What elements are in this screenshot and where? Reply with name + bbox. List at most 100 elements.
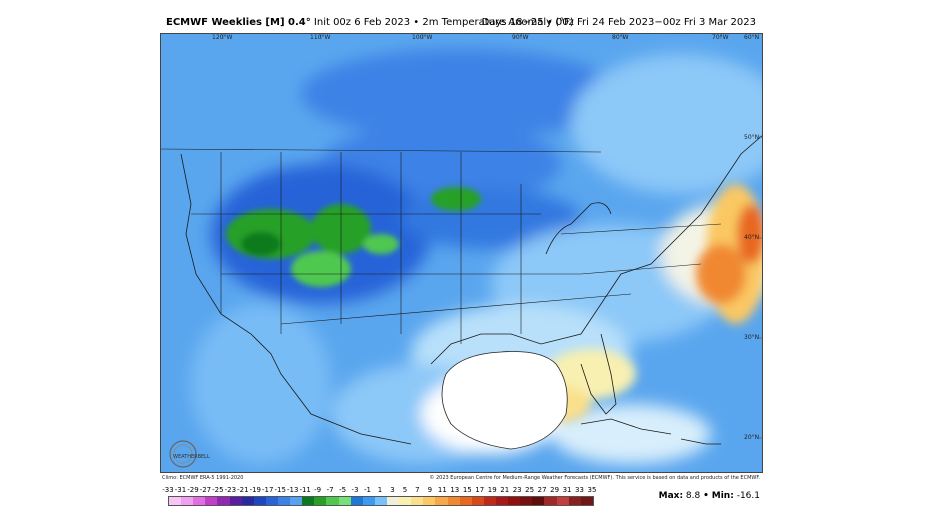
color-scale-label: 29 — [550, 486, 560, 494]
max-value: 8.8 — [685, 491, 701, 501]
color-scale-label: 5 — [402, 486, 408, 494]
color-scale-swatch — [399, 497, 412, 505]
color-scale-swatch — [556, 497, 569, 505]
color-scale-swatch — [241, 497, 254, 505]
color-scale-label: -21 — [237, 486, 249, 494]
color-scale-swatch — [253, 497, 266, 505]
model-name: ECMWF Weeklies [M] 0.4 — [166, 17, 306, 28]
lon-label-100w: 100°W — [412, 34, 433, 41]
color-scale-swatch — [217, 497, 230, 505]
color-scale-label: -31 — [174, 486, 187, 494]
color-scale-label: 13 — [450, 486, 460, 494]
color-scale-swatch — [290, 497, 303, 505]
color-scale-label: 3 — [390, 486, 395, 494]
color-scale-labels: -33 -31 -29 -27 -25 -23 -21 -19 -17 -15 -13 -11 -9 -7… — [162, 486, 597, 496]
color-scale-swatch — [326, 497, 339, 505]
field-name: 2m Temperature Anomaly (°F) — [422, 17, 574, 28]
color-scale-label: -17 — [262, 486, 274, 494]
state-borders — [161, 148, 722, 344]
color-scale-swatch — [374, 497, 387, 505]
color-scale-label: -23 — [224, 486, 237, 494]
color-scale-label: 33 — [575, 486, 584, 494]
color-scale-swatch — [423, 497, 436, 505]
color-scale-label: 35 — [587, 486, 597, 494]
title-separator: • — [413, 17, 420, 28]
color-scale-swatch — [181, 497, 194, 505]
color-scale-swatch — [314, 497, 327, 505]
color-scale-swatch — [459, 497, 472, 505]
color-scale-label: -9 — [314, 486, 322, 494]
color-scale-label: -7 — [326, 486, 334, 494]
color-scale-label: -27 — [199, 486, 212, 494]
lon-label-110w: 110°W — [310, 34, 331, 41]
color-scale-swatch — [338, 497, 351, 505]
color-scale-swatch — [169, 497, 182, 505]
lat-label-20n: 20°N — [744, 434, 760, 441]
color-scale-swatch — [532, 497, 545, 505]
color-scale-swatch — [229, 497, 242, 505]
color-scale-swatch — [508, 497, 521, 505]
color-scale-swatch — [568, 497, 581, 505]
color-scale-label: -11 — [299, 486, 311, 494]
color-scale-label: 11 — [437, 486, 447, 494]
min-value: -16.1 — [736, 491, 760, 501]
copyright-note: © 2023 European Centre for Medium-Range … — [429, 475, 760, 481]
lon-label-80w: 80°W — [612, 34, 629, 41]
climo-note: Climo: ECMWF ERA-5 1991-2020 — [162, 475, 244, 481]
color-scale-label: 1 — [377, 486, 383, 494]
degree-symbol: ° — [305, 17, 311, 28]
lat-label-30n: 30°N — [744, 334, 760, 341]
color-scale-label: 9 — [427, 486, 433, 494]
color-scale-label: -25 — [212, 486, 224, 494]
weatherbell-logo: WEATHERBELL — [169, 440, 210, 468]
logo-text: WEATHERBELL — [173, 454, 210, 460]
lat-label-50n: 50°N — [744, 134, 760, 141]
color-scale-swatch — [386, 497, 400, 505]
color-scale-label: 31 — [562, 486, 572, 494]
color-scale-label: -15 — [274, 486, 286, 494]
color-scale-swatch — [495, 497, 509, 505]
color-scale-swatch — [471, 497, 484, 505]
color-scale-label: -5 — [339, 486, 347, 494]
color-scale-label: 25 — [525, 486, 535, 494]
color-scale-label: 21 — [500, 486, 510, 494]
color-scale-label: -1 — [364, 486, 372, 494]
color-scale-label: 17 — [475, 486, 485, 494]
coastlines — [180, 135, 762, 445]
lon-label-90w: 90°W — [512, 34, 529, 41]
color-scale-swatch — [520, 497, 533, 505]
color-scale-label: -19 — [249, 486, 261, 494]
color-scale-bar — [168, 496, 594, 506]
color-scale-label: 15 — [462, 486, 472, 494]
map-svg: WEATHERBELL — [161, 34, 762, 472]
color-scale-label: -3 — [351, 486, 359, 494]
gulf-of-mexico — [441, 351, 568, 450]
lon-label-70w: 70°W — [712, 34, 729, 41]
temperature-anomaly-map: WEATHERBELL — [160, 33, 763, 473]
color-scale-swatch — [411, 497, 424, 505]
color-scale-swatch — [193, 497, 206, 505]
color-scale-label: -33 — [162, 486, 174, 494]
color-scale-swatch — [265, 497, 278, 505]
color-scale-label: 27 — [537, 486, 547, 494]
color-scale-label: 23 — [512, 486, 522, 494]
color-scale-label: 7 — [415, 486, 420, 494]
color-scale-label: -29 — [187, 486, 199, 494]
min-label: Min: — [711, 491, 734, 501]
color-scale-swatch — [544, 497, 557, 505]
lat-label-40n: 40°N — [744, 234, 760, 241]
chart-title: ECMWF Weeklies [M] 0.4° Init 00z 6 Feb 2… — [166, 17, 574, 28]
stats-separator: • — [703, 491, 709, 501]
color-scale-swatch — [483, 497, 496, 505]
color-scale-swatch — [580, 497, 593, 505]
color-scale-swatch — [362, 497, 375, 505]
color-scale-swatch — [277, 497, 291, 505]
lat-label-60n: 60°N — [744, 34, 760, 41]
valid-period: Days 18−25 • 00z Fri 24 Feb 2023−00z Fri… — [481, 17, 756, 28]
color-scale-swatch — [447, 497, 460, 505]
color-scale-swatch — [435, 497, 448, 505]
color-scale-swatch — [350, 497, 363, 505]
max-label: Max: — [658, 491, 684, 501]
color-scale-label: -13 — [286, 486, 299, 494]
color-scale-swatch — [205, 497, 218, 505]
